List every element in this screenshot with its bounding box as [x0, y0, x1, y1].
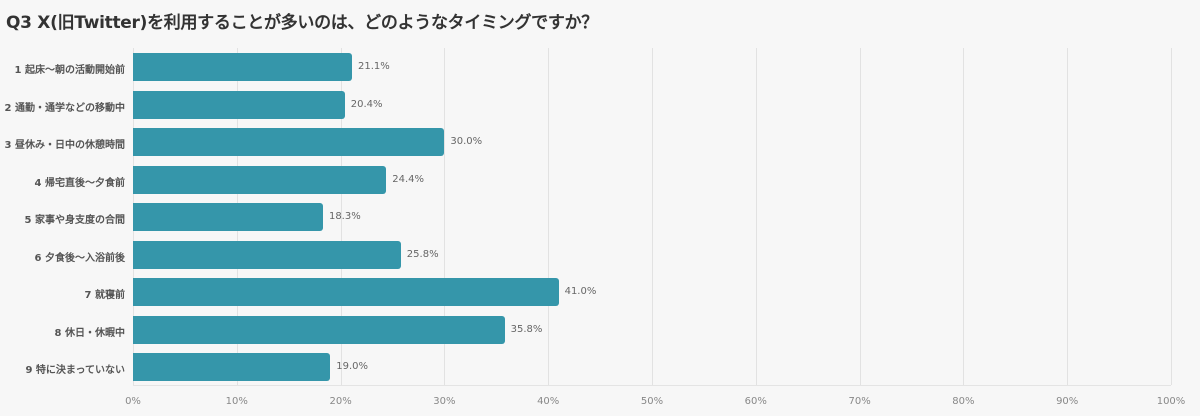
bar[interactable]: [133, 315, 505, 344]
value-label: 25.8%: [406, 248, 439, 260]
x-tick-label: 60%: [744, 396, 767, 407]
x-tick-label: 100%: [1156, 396, 1186, 407]
x-tick-label: 10%: [225, 396, 248, 407]
gridline: [1171, 48, 1172, 385]
bar[interactable]: [133, 353, 331, 381]
bar[interactable]: [133, 278, 559, 306]
x-tick-label: 20%: [329, 396, 352, 407]
gridline: [340, 48, 342, 385]
category-label: 5 家事や身支度の合間: [24, 215, 125, 226]
gridline: [755, 48, 757, 385]
x-tick-label: 80%: [952, 396, 975, 407]
value-label: 24.4%: [392, 173, 425, 185]
value-label: 20.4%: [350, 98, 383, 110]
bar[interactable]: [133, 90, 345, 119]
category-label: 8 休日・休暇中: [54, 327, 125, 339]
x-axis-line: [133, 385, 1171, 386]
category-label: 9 特に決まっていない: [25, 365, 125, 376]
gridline: [444, 48, 446, 385]
category-label: 1 起床〜朝の活動開始前: [14, 65, 125, 76]
bar[interactable]: [133, 53, 353, 81]
gridline: [963, 48, 965, 385]
x-tick-label: 70%: [848, 396, 871, 407]
value-label: 41.0%: [564, 286, 597, 297]
gridline: [859, 48, 861, 385]
bar[interactable]: [133, 240, 401, 269]
value-label: 35.8%: [510, 323, 543, 335]
gridline: [548, 48, 550, 385]
bar[interactable]: [133, 203, 323, 231]
x-tick-label: 90%: [1056, 396, 1079, 407]
chart-title: Q3 X(旧Twitter)を利用することが多いのは、どのようなタイミングですか…: [6, 13, 598, 33]
value-label: 21.1%: [358, 61, 390, 72]
category-label: 6 夕食後〜入浴前後: [34, 252, 125, 264]
gridline: [1067, 48, 1069, 385]
x-tick-label: 30%: [433, 396, 456, 407]
value-label: 19.0%: [336, 361, 368, 372]
gridline: [652, 48, 653, 385]
value-label: 30.0%: [450, 136, 483, 147]
x-tick-label: 50%: [640, 396, 664, 407]
category-label: 3 昼休み・日中の休憩時間: [4, 140, 125, 151]
category-label: 4 帰宅直後〜夕食前: [34, 177, 125, 189]
bar[interactable]: [133, 128, 445, 156]
x-tick-label: 40%: [537, 396, 560, 407]
value-label: 18.3%: [328, 211, 361, 222]
x-tick-label: 0%: [125, 396, 141, 407]
category-label: 2 通勤・通学などの移動中: [4, 102, 125, 114]
category-label: 7 就寝前: [84, 290, 125, 301]
bar[interactable]: [133, 165, 387, 194]
